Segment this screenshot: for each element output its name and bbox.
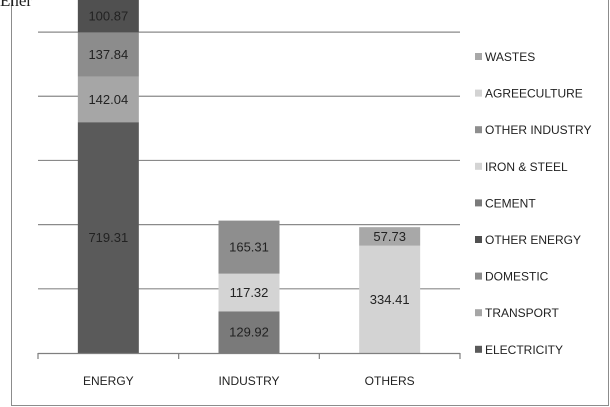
x-axis: ENERGY INDUSTRY OTHERS [37,352,461,388]
data-label-energy-electricity: 719.31 [88,230,128,245]
bar-segment-energy-other-energy [77,0,139,33]
legend-label-other-industry: OTHER INDUSTRY [485,123,591,137]
legend-label-cement: CEMENT [485,196,536,210]
data-label-energy-other-energy: 100.87 [88,9,128,24]
bar-segment-others-wastes [359,227,421,246]
legend-label-iron-and-steel: IRON & STEEL [485,160,568,174]
data-label-industry-iron-and-steel: 117.32 [230,285,269,300]
legend: WASTES AGREECULTURE OTHER INDUSTRY IRON & S… [475,50,591,357]
legend-label-transport: TRANSPORT [485,306,559,320]
data-label-energy-transport: 142.04 [88,92,128,107]
legend-swatch-other-energy [475,236,482,243]
bars [77,0,421,353]
legend-label-electricity: ELECTRICITY [485,343,563,357]
legend-swatch-wastes [475,53,482,60]
data-label-industry-cement: 129.92 [229,325,269,340]
data-label-industry-other-industry: 165.31 [229,240,269,255]
segment-labels: 719.31 142.04 137.84 100.87 129.92 117.32 165.… [88,9,409,340]
legend-label-wastes: WASTES [485,50,535,64]
x-tick-label-industry: INDUSTRY [218,374,279,388]
caption-fragment: Ener [0,0,70,9]
bar-segment-energy-electricity [77,122,139,353]
legend-swatch-transport [475,309,482,317]
x-tick-label-energy: ENERGY [83,374,134,388]
legend-swatch-other-industry [475,126,482,134]
x-tick-label-others: OTHERS [365,374,415,388]
bar-segment-industry-iron-and-steel [218,273,280,312]
bar-segment-energy-transport [77,76,139,123]
legend-label-other-energy: OTHER ENERGY [485,233,581,247]
legend-swatch-cement [475,199,482,207]
legend-swatch-electricity [475,345,482,353]
bar-segment-industry-other-industry [218,220,280,274]
legend-swatch-iron-and-steel [475,162,482,170]
legend-swatch-domestic [475,272,482,280]
legend-label-domestic: DOMESTIC [485,270,549,284]
chart-frame [11,0,609,406]
data-label-energy-domestic: 137.84 [88,47,128,62]
legend-swatch-agreeculture [475,89,482,97]
legend-label-agreeculture: AGREECULTURE [485,87,583,101]
bar-segment-energy-domestic [77,32,139,77]
bar-segment-industry-cement [218,311,280,353]
data-label-others-agreeculture: 334.41 [370,292,410,307]
data-label-others-wastes: 57.73 [373,229,406,244]
bar-segment-others-agreeculture [359,245,421,353]
